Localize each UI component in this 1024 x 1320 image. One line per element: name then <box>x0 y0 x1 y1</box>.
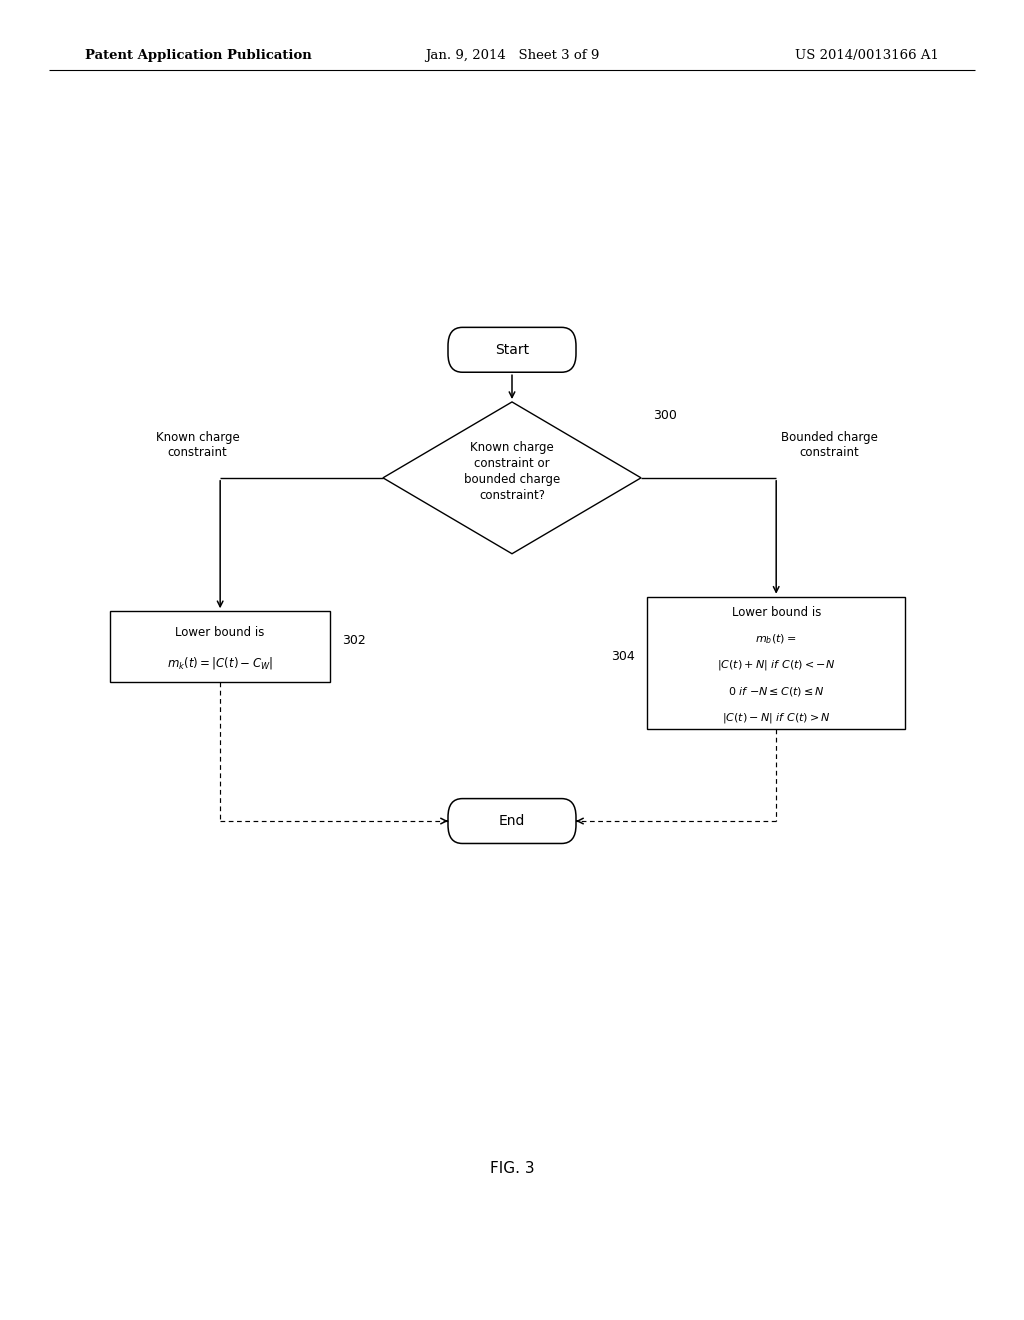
Text: Start: Start <box>495 343 529 356</box>
Text: Known charge
constraint or
bounded charge
constraint?: Known charge constraint or bounded charg… <box>464 441 560 502</box>
Bar <box>111 611 330 682</box>
Text: $m_b(t) =$: $m_b(t) =$ <box>756 632 797 645</box>
Text: 304: 304 <box>611 649 635 663</box>
Text: FIG. 3: FIG. 3 <box>489 1160 535 1176</box>
Text: $|C(t) + N|$ $if$ $C(t) < -N$: $|C(t) + N|$ $if$ $C(t) < -N$ <box>717 659 836 672</box>
FancyBboxPatch shape <box>449 327 575 372</box>
Text: $0$ $if$ $-N \leq C(t) \leq N$: $0$ $if$ $-N \leq C(t) \leq N$ <box>728 685 824 698</box>
Text: Known charge
constraint: Known charge constraint <box>156 430 240 459</box>
FancyBboxPatch shape <box>449 799 575 843</box>
Text: 302: 302 <box>342 634 367 647</box>
Text: Lower bound is: Lower bound is <box>731 606 821 619</box>
Text: Lower bound is: Lower bound is <box>175 626 265 639</box>
Text: Patent Application Publication: Patent Application Publication <box>85 49 311 62</box>
Text: US 2014/0013166 A1: US 2014/0013166 A1 <box>795 49 939 62</box>
Text: $m_k(t) = |C(t) - C_W|$: $m_k(t) = |C(t) - C_W|$ <box>167 655 273 671</box>
Bar <box>647 597 905 729</box>
Polygon shape <box>383 401 641 554</box>
Text: 300: 300 <box>653 409 677 421</box>
Text: $|C(t) - N|$ $if$ $C(t) > N$: $|C(t) - N|$ $if$ $C(t) > N$ <box>722 711 830 725</box>
Text: End: End <box>499 814 525 828</box>
Text: Bounded charge
constraint: Bounded charge constraint <box>781 430 878 459</box>
Text: Jan. 9, 2014   Sheet 3 of 9: Jan. 9, 2014 Sheet 3 of 9 <box>425 49 599 62</box>
